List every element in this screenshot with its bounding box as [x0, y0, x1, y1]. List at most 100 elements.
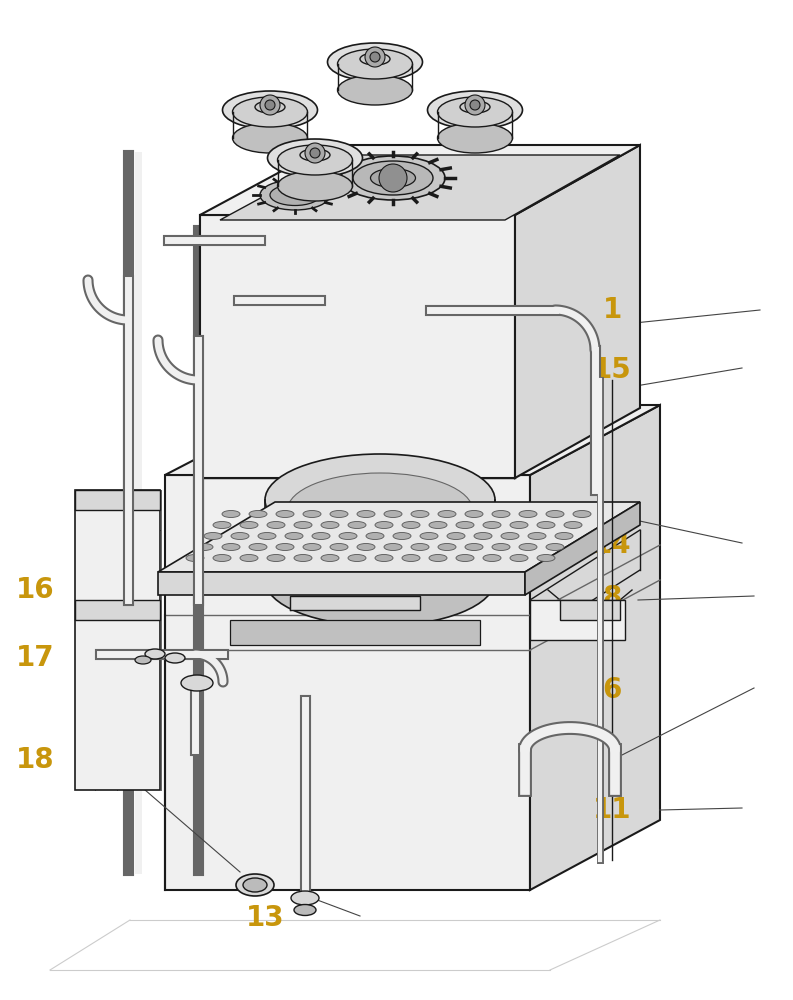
Polygon shape	[75, 490, 160, 510]
Ellipse shape	[573, 510, 591, 518]
Ellipse shape	[429, 522, 447, 528]
Ellipse shape	[267, 139, 362, 177]
Ellipse shape	[321, 554, 339, 562]
Ellipse shape	[456, 554, 474, 562]
Circle shape	[365, 47, 385, 67]
Ellipse shape	[510, 522, 528, 528]
Ellipse shape	[258, 532, 276, 540]
Ellipse shape	[249, 510, 267, 518]
Ellipse shape	[249, 544, 267, 550]
Ellipse shape	[330, 544, 348, 550]
Circle shape	[260, 95, 280, 115]
Text: 16: 16	[16, 576, 55, 604]
Ellipse shape	[353, 161, 433, 195]
Ellipse shape	[384, 544, 402, 550]
Text: 17: 17	[16, 644, 55, 672]
Ellipse shape	[288, 473, 473, 547]
Ellipse shape	[328, 43, 423, 81]
Ellipse shape	[294, 554, 312, 562]
Ellipse shape	[276, 544, 294, 550]
Ellipse shape	[243, 878, 267, 892]
Ellipse shape	[232, 97, 308, 127]
Ellipse shape	[338, 75, 412, 105]
Ellipse shape	[427, 91, 523, 129]
Ellipse shape	[357, 510, 375, 518]
Ellipse shape	[447, 532, 465, 540]
Ellipse shape	[564, 522, 582, 528]
Polygon shape	[158, 572, 525, 595]
Ellipse shape	[265, 454, 495, 546]
Ellipse shape	[510, 554, 528, 562]
Ellipse shape	[312, 532, 330, 540]
Ellipse shape	[255, 101, 285, 113]
Ellipse shape	[465, 510, 483, 518]
Ellipse shape	[546, 510, 564, 518]
Ellipse shape	[370, 168, 416, 188]
Ellipse shape	[438, 544, 456, 550]
Ellipse shape	[222, 510, 240, 518]
Text: 8: 8	[603, 584, 622, 612]
Ellipse shape	[519, 510, 537, 518]
Polygon shape	[530, 600, 625, 640]
Polygon shape	[158, 502, 640, 572]
Ellipse shape	[285, 532, 303, 540]
Ellipse shape	[276, 510, 294, 518]
Ellipse shape	[195, 544, 213, 550]
Ellipse shape	[402, 554, 420, 562]
Text: 1: 1	[603, 296, 622, 324]
Ellipse shape	[294, 522, 312, 528]
Polygon shape	[200, 215, 515, 478]
Ellipse shape	[357, 544, 375, 550]
Ellipse shape	[460, 101, 490, 113]
Ellipse shape	[528, 532, 546, 540]
Polygon shape	[165, 405, 660, 475]
Ellipse shape	[519, 544, 537, 550]
Ellipse shape	[265, 534, 495, 626]
Ellipse shape	[338, 49, 412, 79]
Ellipse shape	[366, 532, 384, 540]
Circle shape	[465, 95, 485, 115]
Ellipse shape	[492, 510, 510, 518]
Ellipse shape	[260, 180, 330, 210]
Ellipse shape	[555, 532, 573, 540]
Ellipse shape	[537, 522, 555, 528]
Ellipse shape	[429, 554, 447, 562]
Ellipse shape	[300, 149, 330, 161]
Ellipse shape	[438, 510, 456, 518]
Ellipse shape	[483, 522, 501, 528]
Ellipse shape	[537, 554, 555, 562]
Ellipse shape	[492, 544, 510, 550]
Ellipse shape	[341, 156, 445, 200]
Circle shape	[370, 52, 380, 62]
Ellipse shape	[474, 532, 492, 540]
Circle shape	[305, 143, 325, 163]
Text: 6: 6	[603, 676, 622, 704]
Ellipse shape	[232, 123, 308, 153]
Ellipse shape	[393, 532, 411, 540]
Ellipse shape	[402, 522, 420, 528]
Polygon shape	[220, 155, 620, 220]
Ellipse shape	[411, 510, 429, 518]
Ellipse shape	[411, 544, 429, 550]
Ellipse shape	[222, 544, 240, 550]
Ellipse shape	[321, 522, 339, 528]
Ellipse shape	[375, 522, 393, 528]
Ellipse shape	[231, 532, 249, 540]
Ellipse shape	[267, 522, 285, 528]
Polygon shape	[525, 502, 640, 595]
Text: 15: 15	[593, 356, 632, 384]
Polygon shape	[290, 596, 420, 610]
Ellipse shape	[483, 554, 501, 562]
Ellipse shape	[240, 522, 258, 528]
Ellipse shape	[291, 891, 319, 905]
Ellipse shape	[438, 97, 512, 127]
Ellipse shape	[165, 653, 185, 663]
Ellipse shape	[501, 532, 519, 540]
Ellipse shape	[303, 544, 321, 550]
Polygon shape	[560, 600, 620, 620]
Ellipse shape	[375, 554, 393, 562]
Ellipse shape	[278, 171, 353, 201]
Ellipse shape	[213, 554, 231, 562]
Polygon shape	[530, 405, 660, 890]
Polygon shape	[75, 600, 160, 620]
